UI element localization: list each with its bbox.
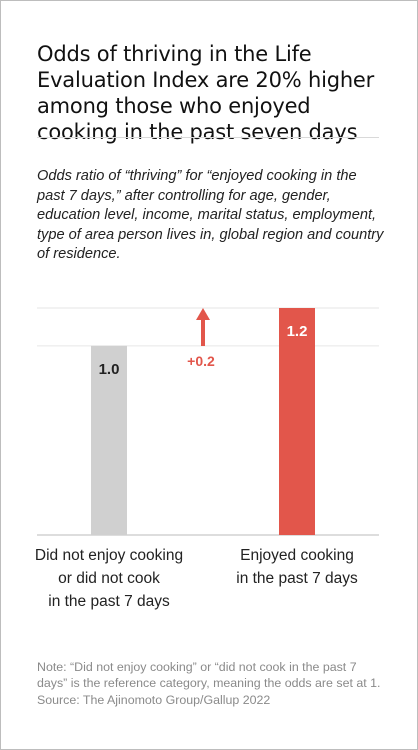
increase-annotation-label: +0.2 xyxy=(187,353,215,369)
source-text: Source: The Ajinomoto Group/Gallup 2022 xyxy=(37,692,271,707)
category-label-highlight: Enjoyed cooking in the past 7 days xyxy=(202,544,392,590)
footnote: Note: “Did not enjoy cooking” or “did no… xyxy=(37,659,387,708)
category-label-line: Did not enjoy cooking xyxy=(34,547,184,564)
category-label-reference: Did not enjoy cooking or did not cook in… xyxy=(14,544,204,613)
chart-subtitle: Odds ratio of “thriving” for “enjoyed co… xyxy=(37,168,384,263)
bar xyxy=(91,345,127,535)
increase-arrow-head xyxy=(196,308,210,320)
note-text: Note: “Did not enjoy cooking” or “did no… xyxy=(37,660,381,691)
category-label-line: in the past 7 days xyxy=(236,570,358,587)
bar-chart: 1.0 1.2 +0.2 xyxy=(37,307,379,536)
category-label-line: or did not cook xyxy=(58,570,160,587)
title-divider xyxy=(37,137,379,138)
category-label-line: in the past 7 days xyxy=(48,593,170,610)
category-label-line: Enjoyed cooking xyxy=(240,547,354,564)
bar xyxy=(279,308,315,535)
bar-value-label: 1.2 xyxy=(287,323,308,340)
bar-value-label: 1.0 xyxy=(99,361,120,378)
chart-title: Odds of thriving in the Life Evaluation … xyxy=(37,42,375,144)
